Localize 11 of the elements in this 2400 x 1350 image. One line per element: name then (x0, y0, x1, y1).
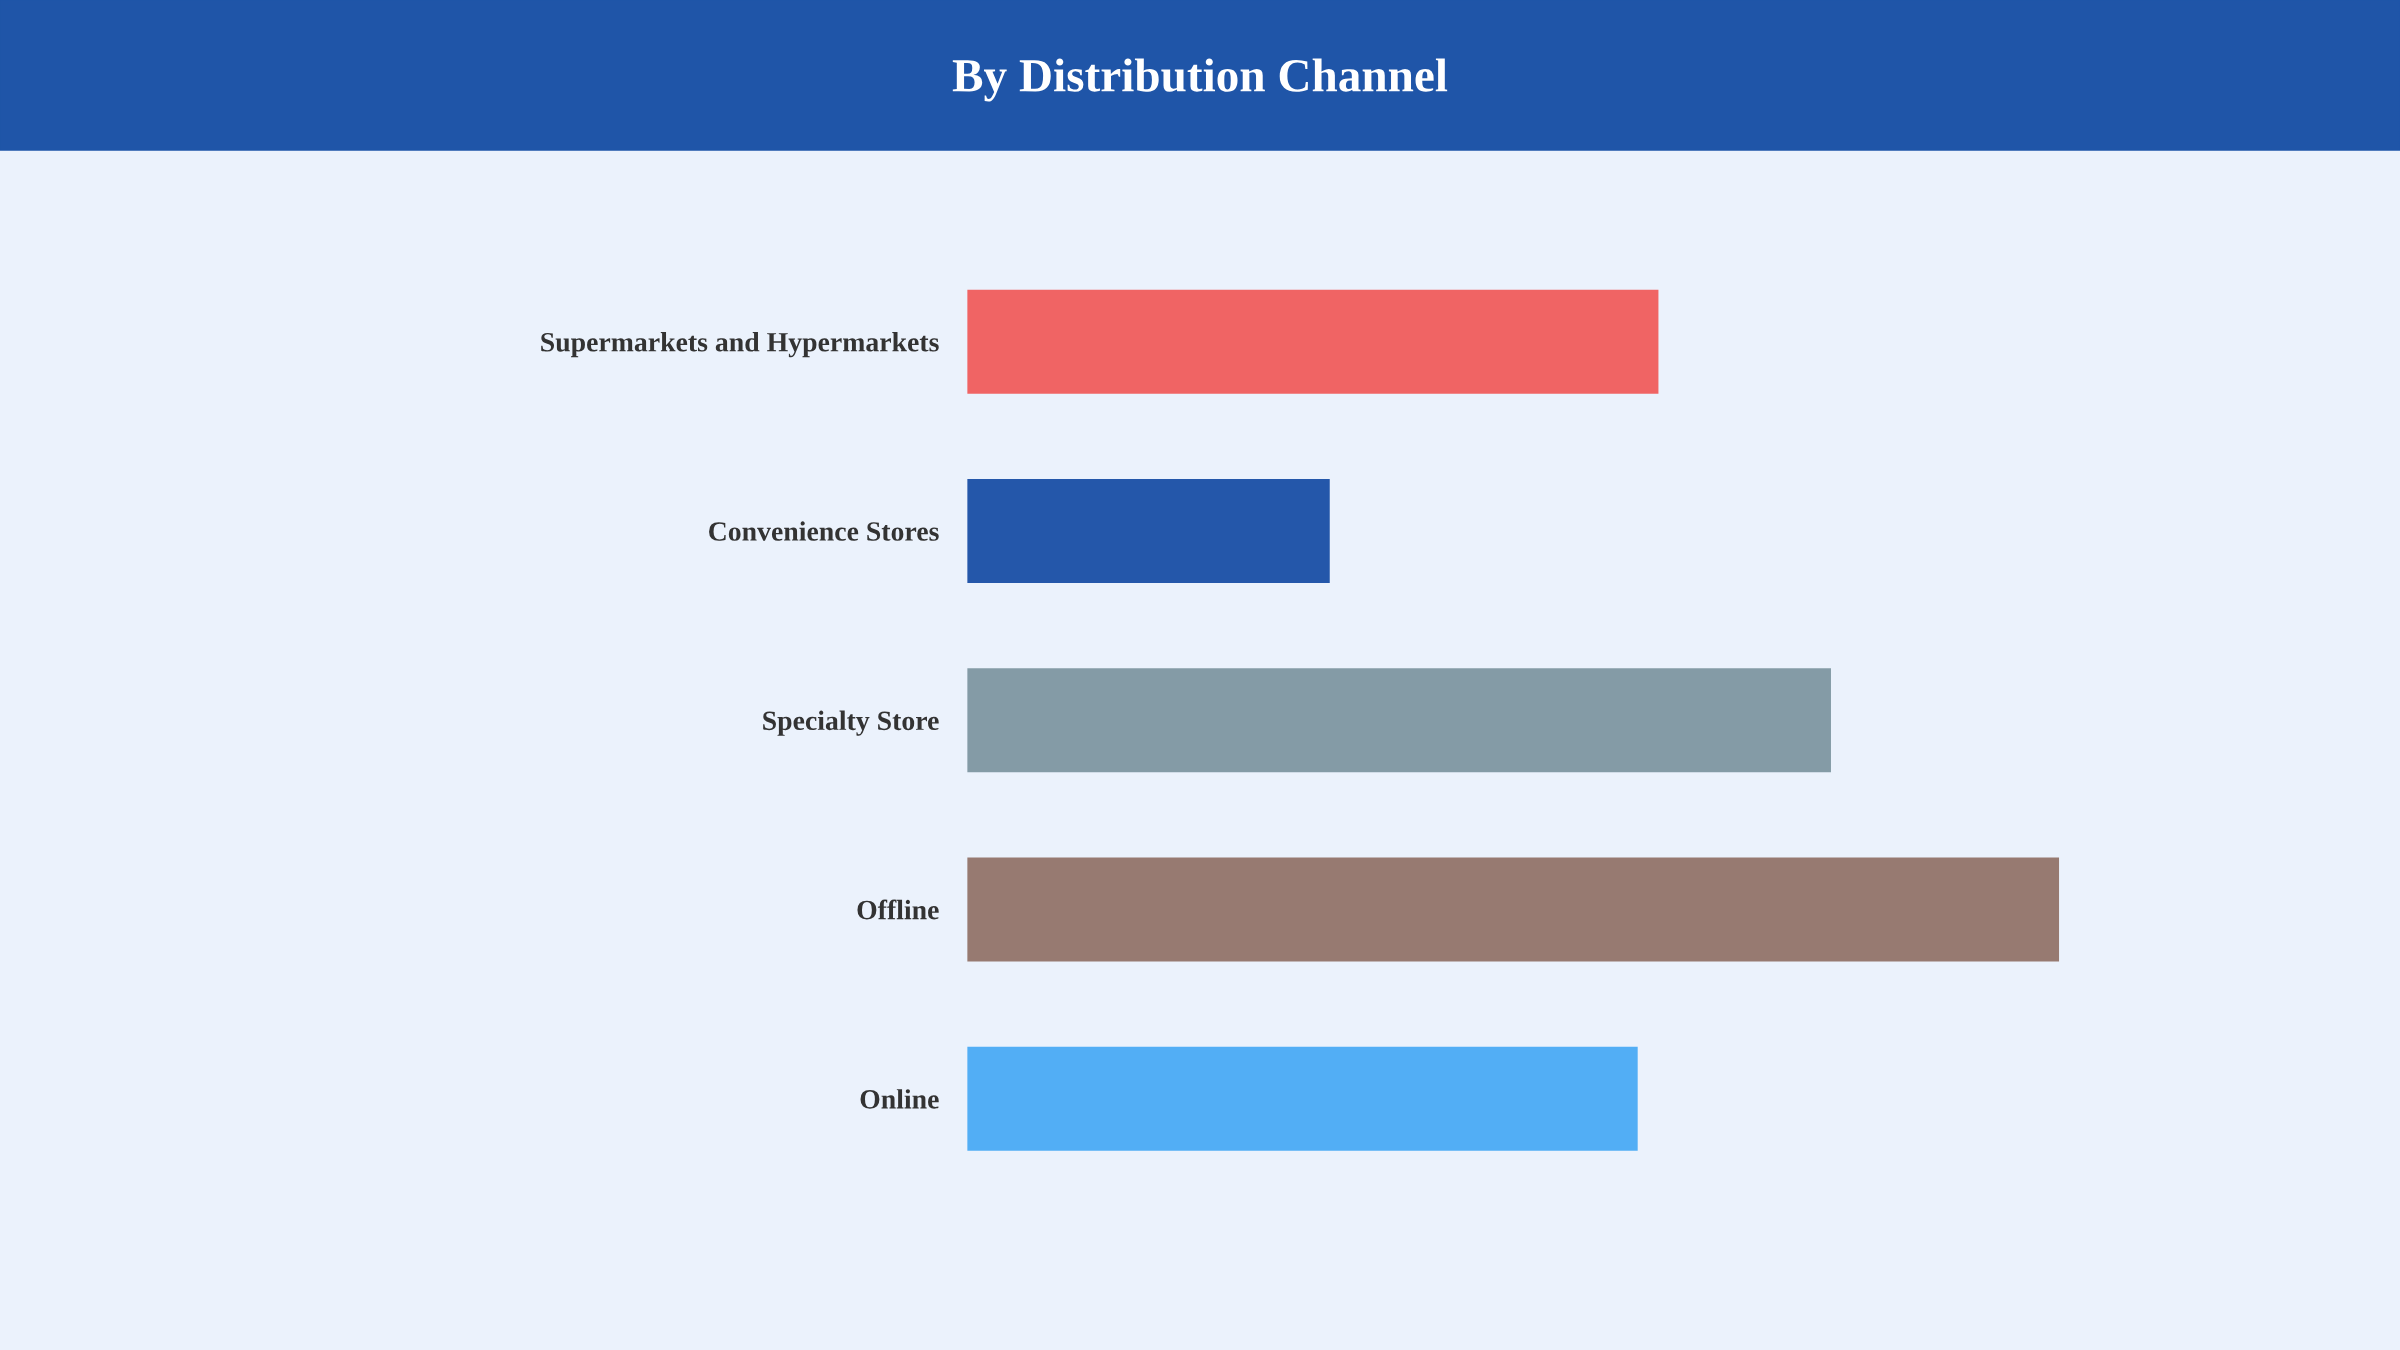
bar (967, 668, 1831, 773)
y-tick-label: Offline (857, 899, 939, 920)
y-tick-label: Convenience Stores (709, 521, 939, 541)
y-tick-label: Specialty Store (763, 710, 939, 736)
bar (967, 857, 2060, 962)
chart-title: By Distribution Channel (952, 58, 1448, 102)
bar (967, 478, 1330, 583)
y-tick-label: Online (860, 1089, 939, 1109)
y-tick-label: Supermarkets and Hypermarkets (541, 332, 939, 358)
bar (967, 289, 1659, 394)
bar (967, 1046, 1638, 1151)
